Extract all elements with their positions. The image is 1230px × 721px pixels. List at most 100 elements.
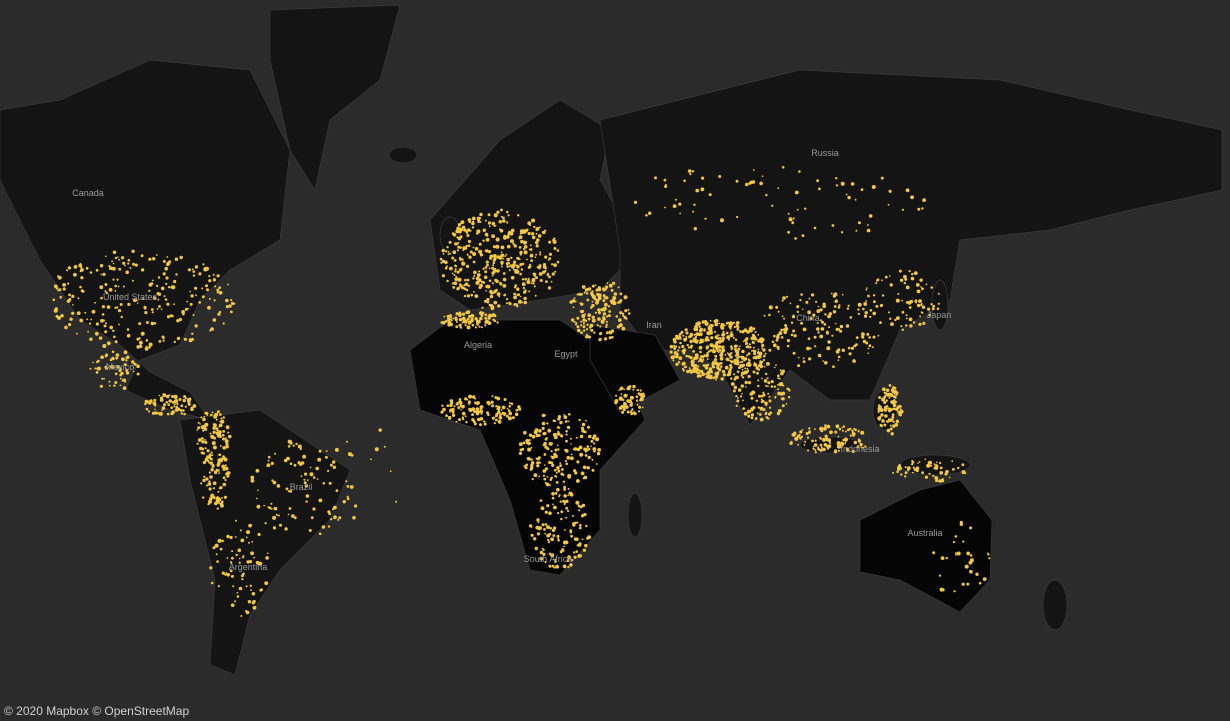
dot — [479, 212, 483, 217]
dot — [538, 264, 542, 267]
dot — [753, 361, 756, 364]
dot — [778, 331, 783, 336]
dot — [468, 394, 473, 399]
dot — [346, 440, 348, 443]
dot — [740, 355, 745, 360]
dot — [903, 274, 907, 279]
dot — [911, 460, 915, 464]
dot — [469, 250, 473, 254]
dot — [472, 420, 476, 423]
dot — [548, 240, 552, 244]
dot — [122, 359, 124, 361]
dot — [688, 335, 692, 339]
dot — [586, 466, 590, 470]
dot — [205, 411, 207, 414]
dot — [695, 332, 700, 336]
dot — [632, 411, 636, 415]
dot — [578, 526, 582, 530]
dot — [835, 322, 837, 325]
dot — [492, 254, 497, 258]
dot — [464, 246, 468, 250]
dot — [300, 475, 303, 478]
dot — [461, 411, 466, 416]
dot — [945, 556, 948, 560]
dot — [531, 478, 534, 481]
dot — [759, 181, 763, 186]
dot — [502, 284, 507, 288]
dot — [808, 431, 811, 434]
dot — [911, 463, 914, 466]
dot — [475, 276, 480, 281]
dot — [246, 530, 250, 535]
dot — [755, 399, 758, 402]
dot — [805, 432, 809, 435]
dot — [455, 321, 458, 324]
dot — [939, 461, 942, 465]
dot — [547, 541, 551, 544]
dot — [204, 427, 208, 431]
dot — [546, 273, 550, 277]
dot — [219, 547, 223, 551]
dot — [956, 551, 961, 556]
dot — [846, 307, 850, 310]
dot — [546, 476, 549, 478]
dot — [575, 550, 579, 553]
dot — [533, 473, 538, 478]
dot — [94, 301, 96, 304]
dot — [118, 309, 122, 313]
dot — [180, 412, 183, 415]
dot — [686, 369, 690, 374]
dot — [79, 318, 84, 323]
dot — [914, 299, 918, 303]
dot — [714, 342, 719, 347]
dot — [215, 412, 219, 416]
dot — [208, 298, 211, 300]
dot — [454, 268, 457, 271]
dot — [190, 407, 194, 412]
dot — [791, 221, 795, 225]
dot — [467, 320, 472, 325]
dot — [745, 386, 747, 388]
dot — [209, 461, 213, 465]
dot — [919, 278, 923, 282]
dot — [96, 366, 101, 371]
madagascar — [627, 492, 643, 538]
dot — [535, 525, 540, 530]
dot — [861, 332, 865, 337]
dot — [952, 468, 955, 471]
dot — [736, 370, 740, 374]
dot — [895, 393, 898, 396]
dot — [248, 560, 253, 564]
dot — [165, 401, 168, 404]
dot — [729, 355, 733, 359]
dot — [200, 482, 203, 485]
dot — [549, 484, 551, 487]
dot — [239, 529, 242, 532]
dot — [627, 308, 630, 311]
dot — [924, 458, 926, 461]
dot — [112, 329, 115, 332]
dot — [516, 305, 519, 308]
dot — [781, 299, 784, 302]
dot — [62, 287, 66, 291]
dot — [766, 362, 770, 366]
dot — [678, 336, 682, 340]
dot — [275, 513, 278, 516]
dot — [837, 359, 840, 361]
dot — [100, 273, 103, 276]
dot — [589, 323, 594, 328]
dot — [595, 463, 598, 465]
dot — [461, 312, 466, 316]
dot — [445, 414, 448, 418]
dot — [698, 325, 702, 328]
dot — [149, 399, 153, 403]
dot — [746, 367, 749, 370]
dot — [757, 354, 762, 359]
dot — [785, 295, 789, 298]
dot — [773, 385, 777, 388]
dot — [748, 343, 751, 346]
dot — [891, 413, 895, 417]
dot — [502, 219, 506, 223]
dot — [840, 231, 844, 234]
dot — [831, 224, 835, 227]
